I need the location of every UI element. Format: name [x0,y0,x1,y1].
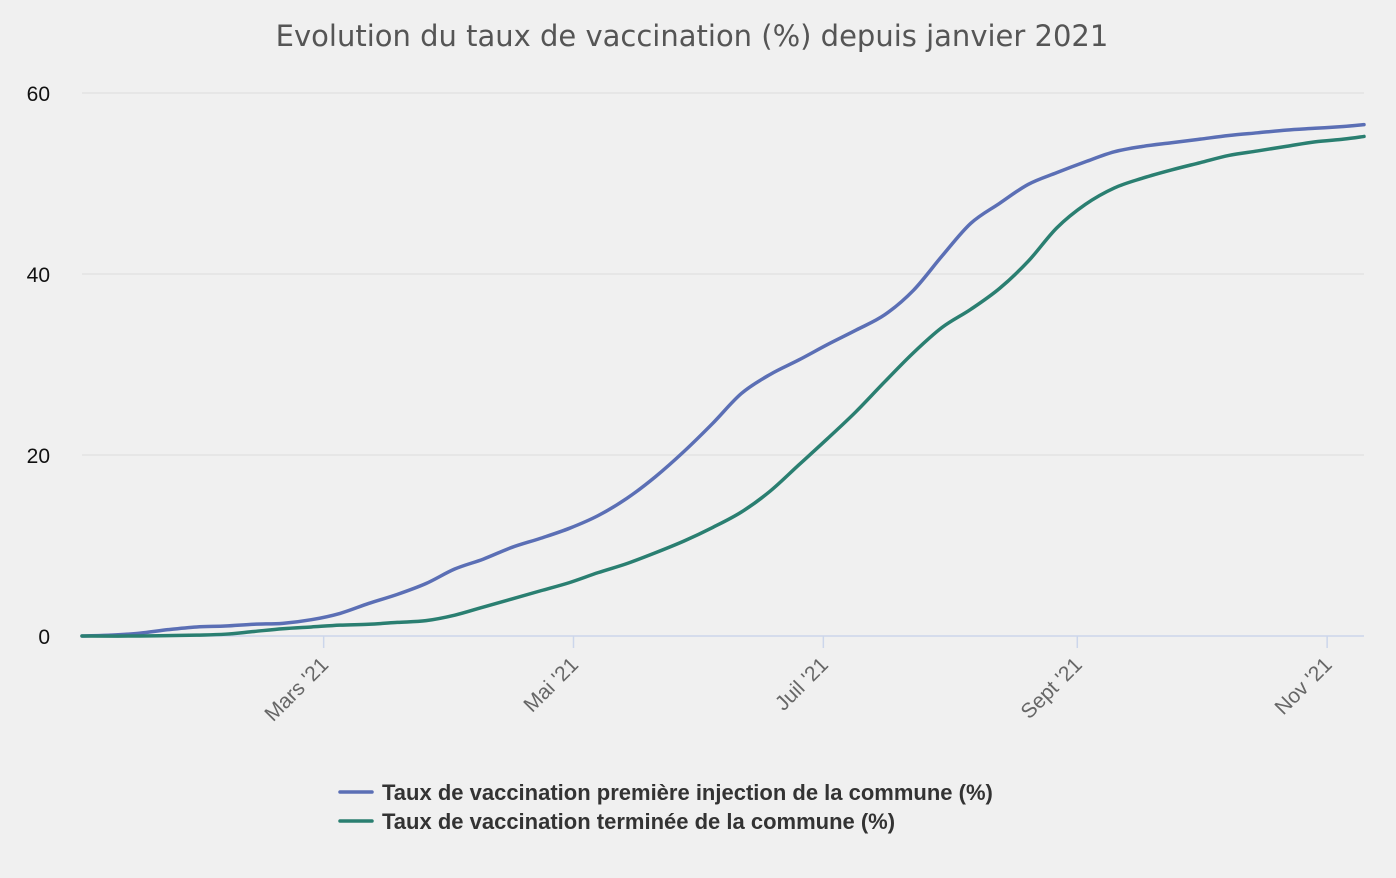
x-tick-label: Juil '21 [771,653,833,715]
x-tick-label: Mars '21 [260,653,333,726]
y-tick-label: 20 [27,445,50,468]
x-tick-label: Sept '21 [1017,653,1087,723]
y-tick-label: 60 [27,83,50,106]
x-tick-label: Mai '21 [519,653,583,717]
legend-label: Taux de vaccination première injection d… [382,780,993,805]
series-line-1 [80,122,1366,638]
y-tick-label: 40 [27,264,50,287]
series-line-2 [80,134,1366,638]
series-layer [80,122,1366,638]
legend[interactable]: Taux de vaccination première injection d… [338,780,993,834]
x-tick-label: Nov '21 [1271,653,1337,719]
chart-title: Evolution du taux de vaccination (%) dep… [276,19,1109,53]
legend-label: Taux de vaccination terminée de la commu… [382,809,895,834]
legend-item-2[interactable]: Taux de vaccination terminée de la commu… [338,809,895,834]
grid-layer [82,92,1364,456]
legend-item-1[interactable]: Taux de vaccination première injection d… [338,780,993,805]
axis-layer: 0 20 40 60 Mars '21 Mai '21 Juil '21 Sept '21 No… [27,83,1364,726]
y-tick-label: 0 [38,626,50,649]
